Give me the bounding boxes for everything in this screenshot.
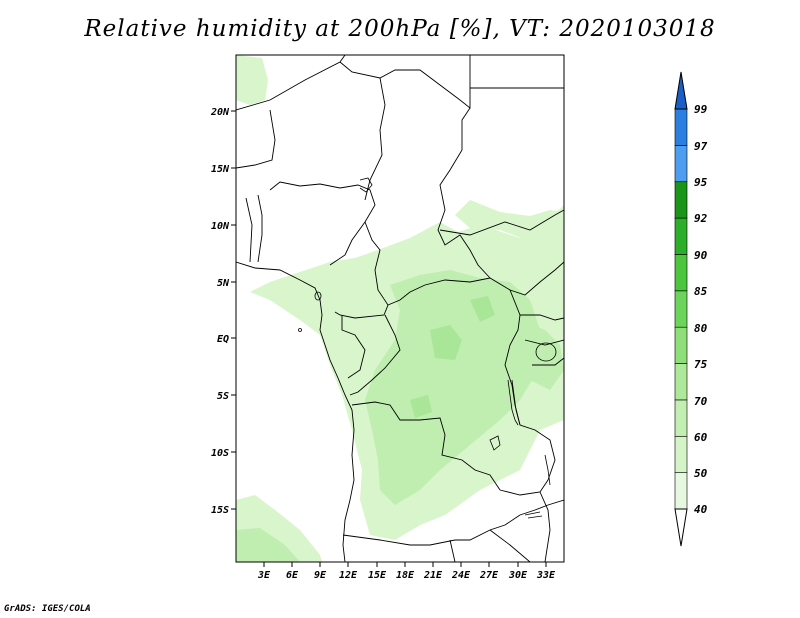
border-sudan-south-sudan: [439, 209, 564, 236]
border-congo-drc: [349, 314, 401, 396]
colorbar-label: 70: [694, 395, 708, 408]
rh-60-patch-2: [470, 296, 495, 322]
rh-50-region-southwest: [236, 528, 300, 562]
colorbar: 40 50 60 70 75 80 85 90 92 95 97 99: [674, 71, 708, 547]
rh-50-region-east: [520, 320, 564, 390]
border-zambia-south: [519, 499, 564, 516]
lakes-islands: [298, 177, 557, 519]
colorbar-top-arrow: [674, 71, 688, 110]
lon-label: 21E: [423, 570, 443, 581]
lat-label: 5S: [217, 391, 229, 402]
rh-60-patch-3: [410, 395, 432, 418]
longitude-axis: [263, 562, 547, 567]
lon-label: 24E: [451, 570, 471, 581]
border-southern-africa: [449, 491, 551, 562]
colorbar-segment: [674, 181, 688, 219]
border-algeria-niger: [339, 55, 471, 109]
colorbar-label: 40: [694, 503, 708, 516]
lon-label: 15E: [368, 570, 387, 581]
border-libya-chad: [364, 77, 386, 201]
lake-tanganyika: [507, 379, 521, 426]
colorbar-segment: [674, 145, 688, 183]
colorbar-label: 99: [694, 103, 708, 116]
lake-chad: [359, 177, 373, 193]
border-gabon-congo: [341, 315, 366, 379]
lon-label: 33E: [536, 570, 556, 581]
border-sahara-north: [236, 55, 346, 111]
rh-40-region-northeast: [455, 200, 564, 245]
rh-60-patch-1: [430, 325, 462, 360]
colorbar-segment: [674, 290, 688, 328]
latitude-axis: [231, 110, 236, 510]
humidity-shading: [236, 55, 564, 562]
border-drc-angola: [351, 401, 501, 491]
colorbar-labels: 40 50 60 70 75 80 85 90 92 95 97 99: [694, 103, 708, 516]
sao-tome-island: [298, 328, 302, 332]
lat-label: EQ: [217, 334, 229, 345]
colorbar-label: 50: [694, 467, 708, 480]
map-title: Relative humidity at 200hPa [%], VT: 202…: [84, 16, 716, 42]
border-east-africa: [520, 314, 564, 366]
colorbar-segment: [674, 472, 688, 510]
lon-label: 12E: [339, 570, 358, 581]
lat-label: 10S: [211, 448, 229, 459]
lake-malawi: [544, 454, 551, 486]
lat-label: 20N: [210, 107, 230, 118]
lon-label: 18E: [396, 570, 415, 581]
colorbar-segments: [674, 108, 688, 510]
colorbar-bottom-arrow: [674, 508, 688, 547]
colorbar-segment: [674, 363, 688, 401]
latitude-labels: 20N 15N 10N 5N EQ 5S 10S 15S: [210, 107, 230, 516]
colorbar-label: 60: [694, 431, 708, 444]
colorbar-segment: [674, 326, 688, 364]
country-borders: [236, 55, 564, 562]
colorbar-label: 80: [694, 322, 708, 335]
colorbar-label: 92: [694, 212, 708, 225]
lake-victoria: [535, 342, 557, 362]
rh-40-region-northwest: [236, 55, 268, 105]
map-frame: [235, 54, 565, 563]
lat-label: 15S: [211, 505, 229, 516]
colorbar-segment: [674, 399, 688, 437]
colorbar-label: 75: [694, 358, 708, 371]
colorbar-label: 97: [694, 140, 708, 153]
rh-50-region-congo: [365, 270, 540, 505]
border-chad-sudan: [437, 107, 491, 279]
lon-label: 27E: [479, 570, 499, 581]
colorbar-segment: [674, 108, 688, 146]
grads-credit: GrADS: IGES/COLA: [4, 604, 91, 614]
colorbar-segment: [674, 217, 688, 255]
colorbar-label: 85: [694, 285, 708, 298]
border-mali-niger: [236, 109, 276, 169]
lon-label: 3E: [257, 570, 271, 581]
longitude-labels: 3E 6E 9E 12E 15E 18E 21E 24E 27E 30E 33E: [257, 570, 556, 581]
lake-kariba: [524, 511, 543, 519]
border-angola-namibia: [342, 514, 521, 546]
bioko-island: [314, 291, 322, 301]
colorbar-label: 95: [694, 176, 708, 189]
lake-mweru: [489, 435, 501, 451]
border-togo-benin: [245, 197, 253, 263]
colorbar-segment: [674, 435, 688, 473]
lat-label: 5N: [217, 278, 230, 289]
lat-label: 10N: [211, 221, 230, 232]
border-benin-nigeria: [257, 194, 263, 263]
border-niger-nigeria: [269, 181, 376, 266]
coastline-west-africa: [236, 261, 355, 562]
colorbar-segment: [674, 254, 688, 292]
border-car-south: [387, 261, 564, 306]
colorbar-label: 90: [694, 249, 708, 262]
lon-label: 6E: [286, 570, 299, 581]
border-cameroon-chad: [334, 221, 389, 319]
lon-label: 30E: [508, 570, 528, 581]
lat-label: 15N: [211, 164, 230, 175]
lon-label: 9E: [314, 570, 327, 581]
